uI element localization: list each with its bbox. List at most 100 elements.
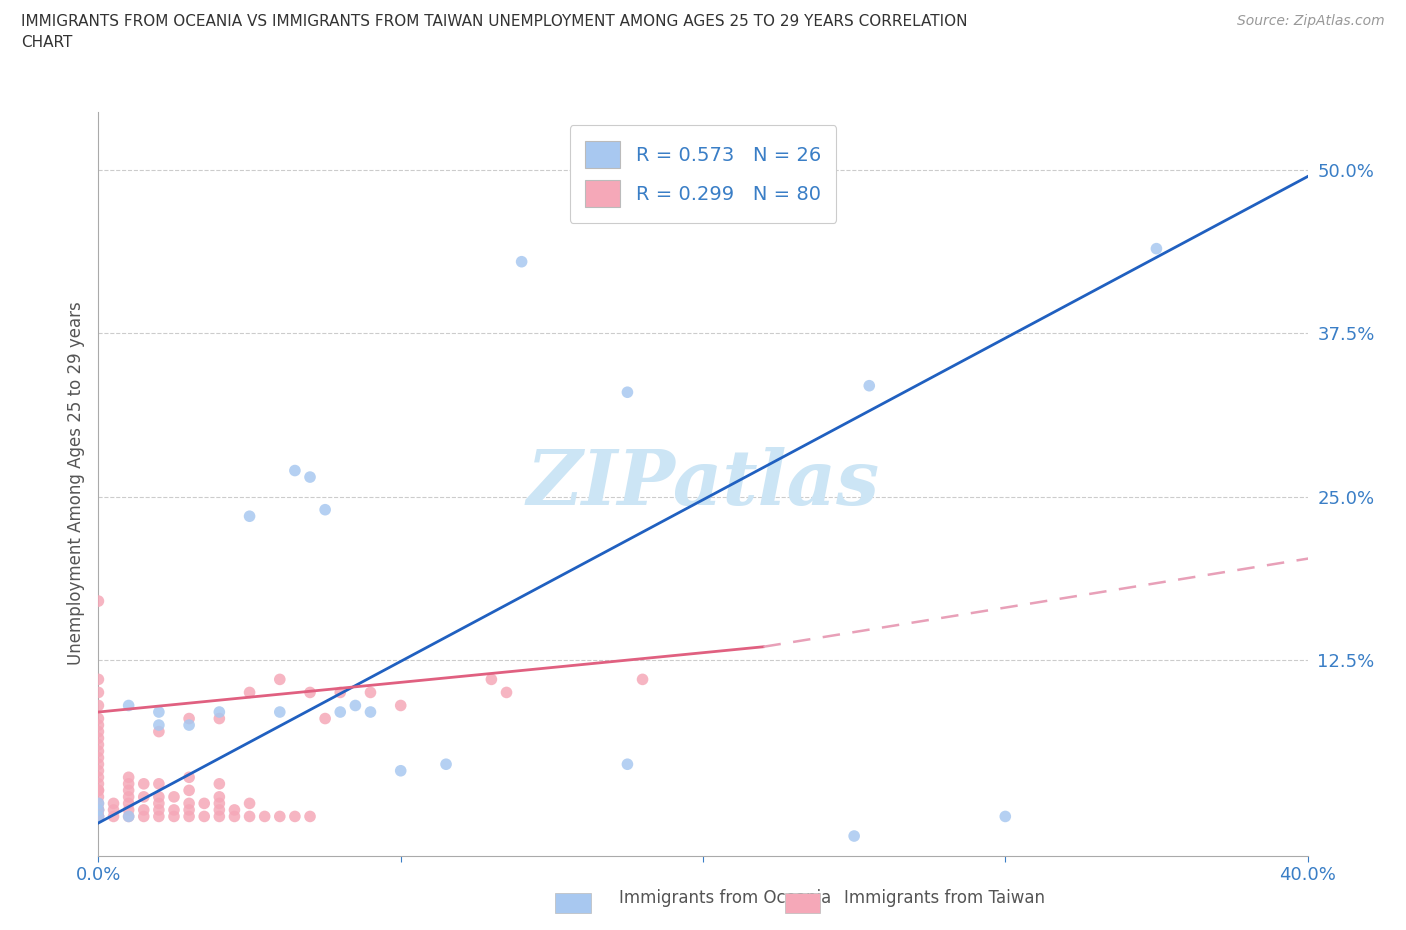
Text: Source: ZipAtlas.com: Source: ZipAtlas.com xyxy=(1237,14,1385,28)
Point xyxy=(239,685,262,700)
Point xyxy=(269,809,291,824)
Point xyxy=(118,790,141,804)
Point xyxy=(87,731,110,746)
Point xyxy=(208,809,231,824)
Point xyxy=(314,502,336,517)
Point xyxy=(208,777,231,791)
Point xyxy=(87,770,110,785)
Point xyxy=(389,698,412,713)
Point xyxy=(481,672,503,687)
Point xyxy=(132,790,155,804)
Text: IMMIGRANTS FROM OCEANIA VS IMMIGRANTS FROM TAIWAN UNEMPLOYMENT AMONG AGES 25 TO : IMMIGRANTS FROM OCEANIA VS IMMIGRANTS FR… xyxy=(21,14,967,50)
Point xyxy=(87,796,110,811)
Point xyxy=(118,809,141,824)
Point xyxy=(118,698,141,713)
Point xyxy=(193,796,215,811)
Point xyxy=(87,724,110,739)
Point xyxy=(87,751,110,765)
Point xyxy=(148,718,170,733)
Point xyxy=(269,705,291,720)
Point xyxy=(87,593,110,608)
Point xyxy=(132,803,155,817)
Point xyxy=(148,790,170,804)
Point xyxy=(103,809,125,824)
Point xyxy=(239,809,262,824)
Point xyxy=(224,809,246,824)
Point xyxy=(616,385,638,400)
Point xyxy=(87,809,110,824)
Point xyxy=(148,803,170,817)
Point xyxy=(103,803,125,817)
Point xyxy=(87,685,110,700)
Point xyxy=(87,790,110,804)
Point xyxy=(179,783,201,798)
Point xyxy=(179,770,201,785)
Point xyxy=(163,790,186,804)
Point xyxy=(208,803,231,817)
Point xyxy=(299,809,322,824)
Point xyxy=(87,783,110,798)
Legend: R = 0.573   N = 26, R = 0.299   N = 80: R = 0.573 N = 26, R = 0.299 N = 80 xyxy=(569,125,837,223)
Point xyxy=(329,685,352,700)
Point xyxy=(87,809,110,824)
Point xyxy=(179,718,201,733)
Point xyxy=(132,777,155,791)
Point xyxy=(118,803,141,817)
Point xyxy=(87,803,110,817)
Point xyxy=(163,803,186,817)
Point xyxy=(118,809,141,824)
Point xyxy=(87,803,110,817)
Point xyxy=(118,783,141,798)
Point xyxy=(179,796,201,811)
Point xyxy=(118,796,141,811)
Point xyxy=(299,470,322,485)
Point xyxy=(299,685,322,700)
Point xyxy=(87,711,110,726)
Point xyxy=(87,764,110,778)
Point xyxy=(360,685,382,700)
Point xyxy=(994,809,1017,824)
Point xyxy=(148,724,170,739)
Point xyxy=(132,809,155,824)
Point xyxy=(253,809,276,824)
Point xyxy=(103,796,125,811)
Point xyxy=(284,809,307,824)
Text: Immigrants from Taiwan: Immigrants from Taiwan xyxy=(844,889,1045,907)
Point xyxy=(329,705,352,720)
Point xyxy=(87,803,110,817)
Point xyxy=(87,803,110,817)
Point xyxy=(284,463,307,478)
Point xyxy=(163,809,186,824)
Point xyxy=(224,803,246,817)
Point xyxy=(118,777,141,791)
Point xyxy=(858,379,880,393)
Point xyxy=(616,757,638,772)
Point xyxy=(87,796,110,811)
Point xyxy=(87,744,110,759)
Point xyxy=(314,711,336,726)
Point xyxy=(148,705,170,720)
Point xyxy=(510,254,533,269)
Point xyxy=(239,796,262,811)
Point xyxy=(179,711,201,726)
Point xyxy=(434,757,457,772)
Point xyxy=(148,809,170,824)
Point xyxy=(118,770,141,785)
Point xyxy=(87,672,110,687)
Point xyxy=(179,809,201,824)
Point xyxy=(148,777,170,791)
Point xyxy=(208,711,231,726)
Y-axis label: Unemployment Among Ages 25 to 29 years: Unemployment Among Ages 25 to 29 years xyxy=(66,301,84,666)
Point xyxy=(87,737,110,752)
Point xyxy=(87,777,110,791)
Point xyxy=(1144,241,1167,256)
Point xyxy=(495,685,517,700)
Point xyxy=(87,809,110,824)
Point xyxy=(844,829,866,844)
Point xyxy=(269,672,291,687)
Point xyxy=(193,809,215,824)
Point xyxy=(208,796,231,811)
Point xyxy=(87,718,110,733)
Text: ZIPatlas: ZIPatlas xyxy=(526,446,880,521)
Point xyxy=(360,705,382,720)
